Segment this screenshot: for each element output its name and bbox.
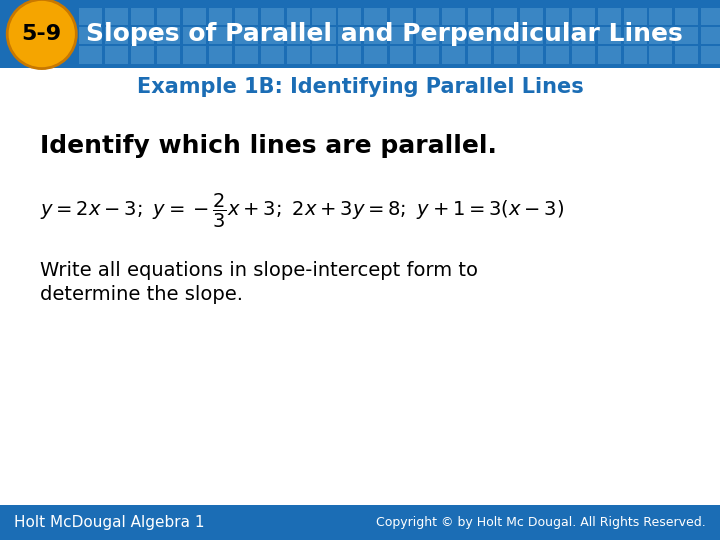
Bar [701, 27, 720, 44]
Bar [442, 8, 465, 25]
Bar [390, 8, 413, 25]
Text: Write all equations in slope-intercept form to: Write all equations in slope-intercept f… [40, 260, 477, 280]
Bar [157, 27, 180, 44]
Bar [312, 27, 336, 44]
Text: Holt McDougal Algebra 1: Holt McDougal Algebra 1 [14, 515, 205, 530]
Bar [209, 27, 232, 44]
Bar [624, 8, 647, 25]
Bar [209, 46, 232, 64]
Bar [105, 46, 128, 64]
Bar [79, 46, 102, 64]
Bar [468, 46, 491, 64]
Bar [442, 27, 465, 44]
Text: Identify which lines are parallel.: Identify which lines are parallel. [40, 134, 497, 158]
Bar [520, 8, 543, 25]
Bar [416, 46, 439, 64]
Text: Example 1B: Identifying Parallel Lines: Example 1B: Identifying Parallel Lines [137, 77, 583, 98]
Bar [598, 27, 621, 44]
Bar [131, 27, 154, 44]
Bar [287, 46, 310, 64]
Bar [235, 8, 258, 25]
Bar [390, 46, 413, 64]
Bar [79, 8, 102, 25]
Bar [416, 8, 439, 25]
Bar [624, 46, 647, 64]
Bar [157, 46, 180, 64]
Bar [546, 8, 569, 25]
Bar [624, 27, 647, 44]
Bar [364, 27, 387, 44]
Bar [183, 8, 206, 25]
Bar [649, 27, 672, 44]
Bar [312, 46, 336, 64]
Bar [494, 8, 517, 25]
Bar [235, 27, 258, 44]
Bar [261, 46, 284, 64]
Bar [598, 8, 621, 25]
Bar [442, 46, 465, 64]
Bar [494, 27, 517, 44]
Bar [572, 46, 595, 64]
Bar [468, 27, 491, 44]
Bar [0, 505, 720, 540]
Bar [494, 46, 517, 64]
Bar [157, 8, 180, 25]
Text: determine the slope.: determine the slope. [40, 285, 243, 304]
Bar [338, 27, 361, 44]
Bar [183, 27, 206, 44]
Bar [520, 27, 543, 44]
Bar [364, 8, 387, 25]
Bar [0, 68, 720, 505]
Bar [287, 8, 310, 25]
Bar [390, 27, 413, 44]
Bar [520, 46, 543, 64]
Bar [649, 46, 672, 64]
Bar [261, 27, 284, 44]
Bar [183, 46, 206, 64]
Bar [0, 0, 720, 68]
Text: $y = 2x - 3;\ y = -\dfrac{2}{3}x + 3;\ 2x + 3y = 8;\ y + 1 = 3(x - 3)$: $y = 2x - 3;\ y = -\dfrac{2}{3}x + 3;\ 2… [40, 192, 564, 230]
Bar [364, 46, 387, 64]
Ellipse shape [7, 0, 76, 69]
Bar [79, 27, 102, 44]
Bar [701, 8, 720, 25]
Bar [546, 46, 569, 64]
Bar [235, 46, 258, 64]
Bar [287, 27, 310, 44]
Bar [675, 46, 698, 64]
Bar [649, 8, 672, 25]
Bar [338, 46, 361, 64]
Bar [546, 27, 569, 44]
Bar [572, 27, 595, 44]
Text: Slopes of Parallel and Perpendicular Lines: Slopes of Parallel and Perpendicular Lin… [86, 22, 683, 46]
Text: Copyright © by Holt Mc Dougal. All Rights Reserved.: Copyright © by Holt Mc Dougal. All Right… [376, 516, 706, 529]
Bar [416, 27, 439, 44]
Bar [105, 27, 128, 44]
Bar [701, 46, 720, 64]
Text: 5-9: 5-9 [22, 24, 62, 44]
Bar [261, 8, 284, 25]
Bar [105, 8, 128, 25]
Bar [675, 8, 698, 25]
Bar [598, 46, 621, 64]
Bar [131, 46, 154, 64]
Bar [209, 8, 232, 25]
Bar [312, 8, 336, 25]
Bar [468, 8, 491, 25]
Bar [131, 8, 154, 25]
Bar [572, 8, 595, 25]
Bar [675, 27, 698, 44]
Bar [338, 8, 361, 25]
